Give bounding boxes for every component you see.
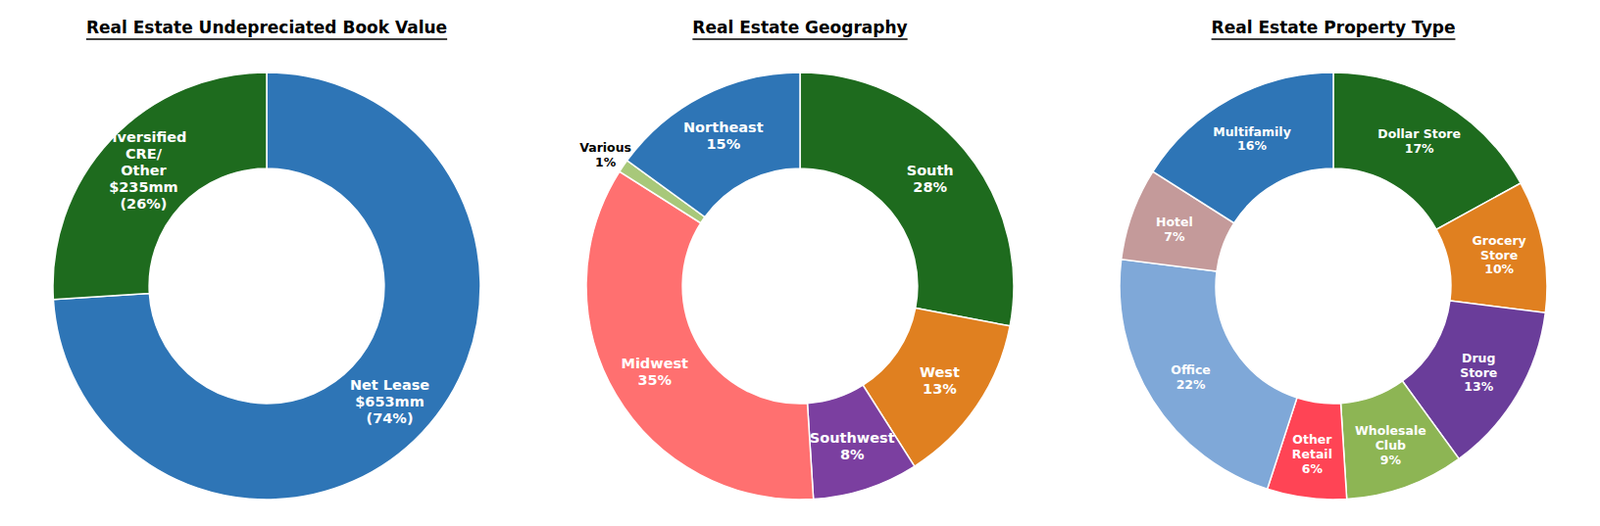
slice-value-label: $235mm(26%) xyxy=(108,179,179,212)
slice-category: Multifamily xyxy=(1212,123,1292,139)
slice-value-label: 17% xyxy=(1404,141,1435,156)
slice-category: Midwest xyxy=(620,355,689,372)
donut-slice xyxy=(1341,381,1460,500)
donut-slice xyxy=(1152,72,1334,224)
slice-value-label: $653mm(74%) xyxy=(354,394,425,427)
slice-value-label: 10% xyxy=(1484,261,1514,277)
slice-value-label: 15% xyxy=(705,136,741,152)
slice-category: Office xyxy=(1170,361,1210,377)
slice-category: Northeast xyxy=(683,119,764,136)
slice-category: Various xyxy=(579,139,632,154)
title-underline xyxy=(86,38,448,41)
title-underline xyxy=(692,38,907,41)
slices xyxy=(1119,72,1548,500)
slice-category: Hotel xyxy=(1155,214,1194,230)
donut-slice xyxy=(1119,259,1298,491)
donut-slice xyxy=(807,385,915,500)
slice-category: Net Lease xyxy=(350,377,430,394)
donut-slice xyxy=(627,72,800,218)
slice-value-label: 35% xyxy=(637,372,672,389)
slice-value-label: 16% xyxy=(1237,138,1267,153)
slices xyxy=(52,72,481,500)
slice-category: DiversifiedCRE/Other xyxy=(100,129,187,179)
donut-chart: Real Estate Undepreciated Book Value Net … xyxy=(52,17,481,500)
slice-category: WholesaleClub xyxy=(1354,423,1427,453)
slice-category: GroceryStore xyxy=(1472,232,1527,262)
slice-category: Southwest xyxy=(809,430,896,447)
slice-value-label: 28% xyxy=(912,179,948,196)
chart-title: Real Estate Property Type xyxy=(1211,17,1456,38)
slice-category: West xyxy=(919,364,960,381)
slice-category: South xyxy=(906,162,954,179)
donut-slice xyxy=(1436,183,1548,313)
slice-category: Dollar Store xyxy=(1377,126,1461,142)
slice-value-label: 9% xyxy=(1380,451,1402,467)
slice-value-label: 7% xyxy=(1163,229,1186,245)
slice-value-label: 6% xyxy=(1301,460,1324,476)
chart-title: Real Estate Geography xyxy=(692,17,907,38)
slice-value-label: 13% xyxy=(922,381,957,398)
slice-value-label: 22% xyxy=(1176,376,1206,392)
donut-slice xyxy=(800,72,1014,327)
slice-labels: South28% West13% Southwest8% Midwest35% Vari… xyxy=(579,119,960,463)
slice-category: DrugStore xyxy=(1459,350,1498,380)
donut-slice xyxy=(52,72,267,300)
slices xyxy=(586,72,1014,500)
figure: Real Estate Undepreciated Book Value Net … xyxy=(0,0,1600,526)
chart-title: Real Estate Undepreciated Book Value xyxy=(86,17,448,38)
background xyxy=(0,0,1600,526)
slice-category: OtherRetail xyxy=(1292,432,1333,462)
donut-slice xyxy=(52,72,481,500)
slice-value-label: 1% xyxy=(595,153,617,169)
donut-chart: Real Estate GeographySouth28%West13%Sout… xyxy=(579,17,1014,500)
slice-labels: Net Lease$653mm(74%) DiversifiedCRE/Other… xyxy=(100,129,430,427)
donut-chart: Real Estate Property Type Dollar Store17%… xyxy=(1119,17,1548,500)
slice-value-label: 13% xyxy=(1463,379,1494,395)
slice-labels: Dollar Store17%GroceryStore10%DrugStore1… xyxy=(1155,123,1527,476)
title-underline xyxy=(1211,38,1456,41)
slice-value-label: 8% xyxy=(840,447,865,463)
